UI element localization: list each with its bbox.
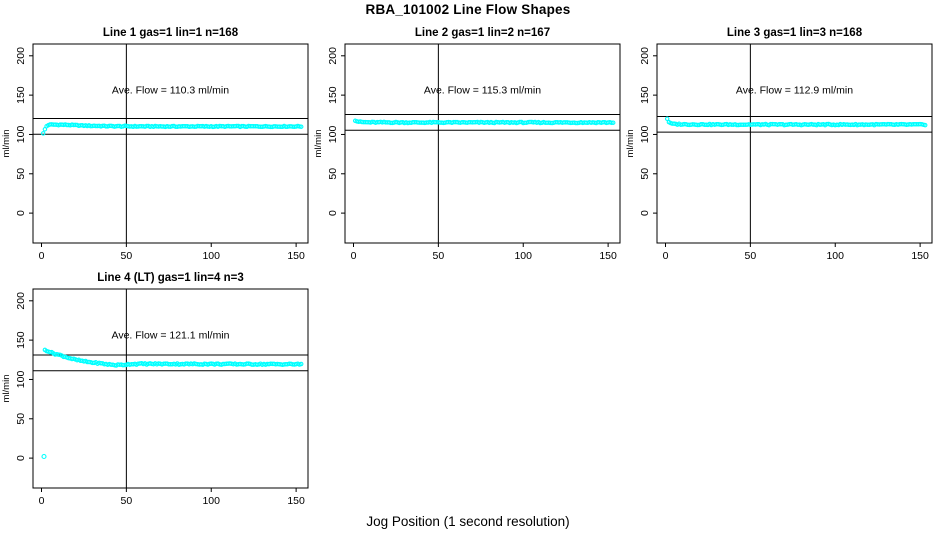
plot-canvas: Line 3 gas=1 lin=3 n=168 0 50 100 150 0 50 100 1… <box>625 27 933 262</box>
y-tick-label: 100 <box>639 126 651 144</box>
x-tick-label: 50 <box>745 250 757 262</box>
y-tick-label: 100 <box>327 126 339 144</box>
subplot-line-3: Line 3 gas=1 lin=3 n=168 0 50 100 150 0 50 100 1… <box>624 20 936 270</box>
y-tick-label: 150 <box>15 86 27 104</box>
axes: 0 50 100 150 0 50 100 150 200 <box>15 47 305 262</box>
y-tick-label: 0 <box>15 210 27 216</box>
y-tick-label: 150 <box>327 86 339 104</box>
y-tick-label: 50 <box>639 168 651 180</box>
y-axis-label: ml/min <box>625 130 636 158</box>
y-tick-label: 50 <box>15 413 27 425</box>
x-tick-label: 150 <box>287 250 305 262</box>
x-tick-label: 100 <box>514 250 532 262</box>
axes: 0 50 100 150 0 50 100 150 200 <box>15 292 305 507</box>
x-tick-label: 0 <box>351 250 357 262</box>
ave-flow-annotation: Ave. Flow = 110.3 ml/min <box>112 85 229 97</box>
x-tick-label: 0 <box>39 250 45 262</box>
data-points <box>40 122 304 136</box>
x-tick-label: 50 <box>121 495 133 507</box>
y-tick-label: 200 <box>15 292 27 310</box>
x-tick-label: 150 <box>599 250 617 262</box>
reference-lines <box>33 289 308 488</box>
x-tick-label: 0 <box>663 250 669 262</box>
subplot-line-4: Line 4 (LT) gas=1 lin=4 n=3 0 50 100 150 0 50 1… <box>0 265 312 515</box>
reference-lines <box>657 44 932 243</box>
plot-box <box>32 288 309 489</box>
y-tick-label: 200 <box>327 47 339 65</box>
figure-title: RBA_101002 Line Flow Shapes <box>365 2 571 17</box>
plot-canvas: Line 1 gas=1 lin=1 n=168 0 50 100 150 0 50 100 1… <box>1 27 309 262</box>
y-tick-label: 0 <box>639 210 651 216</box>
y-tick-label: 50 <box>327 168 339 180</box>
data-points <box>41 347 304 460</box>
x-tick-label: 150 <box>911 250 929 262</box>
x-tick-label: 50 <box>433 250 445 262</box>
plot-box <box>656 43 933 244</box>
ave-flow-annotation: Ave. Flow = 121.1 ml/min <box>112 330 230 342</box>
subplot-line-1: Line 1 gas=1 lin=1 n=168 0 50 100 150 0 50 100 1… <box>0 20 312 270</box>
y-tick-label: 150 <box>15 331 27 349</box>
x-tick-label: 100 <box>826 250 844 262</box>
y-axis-label: ml/min <box>313 130 324 158</box>
data-points <box>664 116 928 128</box>
y-tick-label: 0 <box>15 455 27 461</box>
x-tick-label: 100 <box>202 250 220 262</box>
plot-canvas: Line 2 gas=1 lin=2 n=167 0 50 100 150 0 50 100 1… <box>313 27 621 262</box>
subplot-title: Line 3 gas=1 lin=3 n=168 <box>727 27 863 39</box>
y-tick-label: 0 <box>327 210 339 216</box>
x-tick-label: 50 <box>121 250 133 262</box>
y-axis-label: ml/min <box>1 130 12 158</box>
subplot-title: Line 2 gas=1 lin=2 n=167 <box>415 27 550 39</box>
y-axis-label: ml/min <box>1 375 12 403</box>
figure-x-axis-label: Jog Position (1 second resolution) <box>366 514 570 529</box>
plot-box <box>32 43 309 244</box>
y-tick-label: 100 <box>15 371 27 389</box>
reference-lines <box>33 44 308 243</box>
subplot-line-2: Line 2 gas=1 lin=2 n=167 0 50 100 150 0 50 100 1… <box>312 20 624 270</box>
x-tick-label: 0 <box>39 495 45 507</box>
plot-box <box>344 43 621 244</box>
y-tick-label: 150 <box>639 86 651 104</box>
subplot-title: Line 1 gas=1 lin=1 n=168 <box>103 27 239 39</box>
y-tick-label: 100 <box>15 126 27 144</box>
axes: 0 50 100 150 0 50 100 150 200 <box>639 47 929 262</box>
axes: 0 50 100 150 0 50 100 150 200 <box>327 47 617 262</box>
y-tick-label: 200 <box>639 47 651 65</box>
x-tick-label: 150 <box>287 495 305 507</box>
y-tick-label: 200 <box>15 47 27 65</box>
subplot-title: Line 4 (LT) gas=1 lin=4 n=3 <box>97 272 243 284</box>
x-tick-label: 100 <box>202 495 220 507</box>
plot-canvas: Line 4 (LT) gas=1 lin=4 n=3 0 50 100 150 0 50 1… <box>1 272 309 507</box>
ave-flow-annotation: Ave. Flow = 112.9 ml/min <box>736 85 853 97</box>
reference-lines <box>345 44 620 243</box>
y-tick-label: 50 <box>15 168 27 180</box>
data-points <box>352 118 616 126</box>
ave-flow-annotation: Ave. Flow = 115.3 ml/min <box>424 85 541 97</box>
